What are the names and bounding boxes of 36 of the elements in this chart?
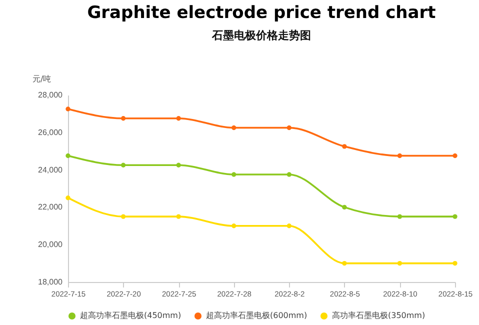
- point: [66, 106, 70, 112]
- point: [66, 196, 70, 200]
- point: [342, 204, 347, 210]
- point: [286, 224, 292, 228]
- y-tick-label: 24,000: [38, 165, 64, 174]
- point: [232, 224, 236, 228]
- point: [232, 172, 236, 177]
- point: [397, 153, 402, 158]
- point: [397, 214, 402, 219]
- y-tick-label: 18,000: [38, 278, 64, 286]
- point: [286, 125, 292, 130]
- chart-title: Graphite electrode price trend chart: [87, 3, 436, 23]
- point: [452, 260, 458, 266]
- point: [176, 214, 181, 219]
- point: [176, 116, 181, 121]
- y-tick-label: 26,000: [38, 128, 64, 137]
- point: [397, 260, 402, 266]
- point: [452, 214, 458, 219]
- y-tick-label: 22,000: [38, 202, 64, 212]
- point: [342, 260, 347, 266]
- point: [452, 153, 458, 158]
- y-tick-label: 28,000: [38, 90, 64, 100]
- point: [286, 172, 292, 177]
- point: [66, 153, 70, 158]
- legend-label: 超高功率石墨电极(450mm): [80, 311, 182, 320]
- point: [120, 116, 126, 121]
- legend-label: 超高功率石墨电极(600mm): [206, 311, 308, 320]
- point: [342, 144, 347, 149]
- point: [120, 214, 126, 219]
- point: [232, 125, 236, 130]
- legend-label: 高功率石墨电极(350mm): [332, 311, 426, 320]
- y-tick-label: 20,000: [38, 240, 64, 250]
- point: [120, 162, 126, 168]
- y-axis-title: 元/吨: [32, 74, 52, 84]
- chart-subtitle: 石墨电极价格走势图: [211, 29, 311, 42]
- point: [176, 162, 181, 168]
